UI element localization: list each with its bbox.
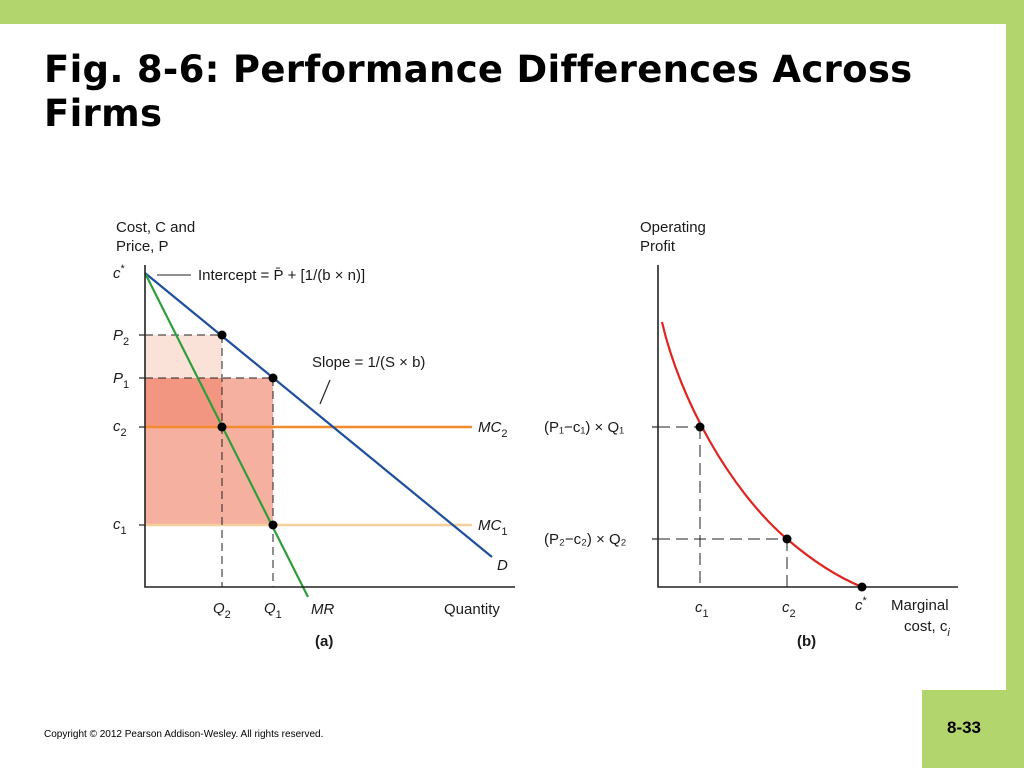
figure: Cost, C and Price, P c* P2 P1 c2 c1 Q2 Q… xyxy=(113,219,958,650)
panel-b-y-axis-label-1: Operating xyxy=(640,219,706,236)
label-mc1: MC1 xyxy=(478,517,507,538)
panel-b-x-axis-label-2: cost, ci xyxy=(904,618,950,639)
point-p1-demand xyxy=(268,373,278,383)
tick-c2: c2 xyxy=(113,418,127,439)
label-mr: MR xyxy=(311,601,334,618)
point-c2-mr xyxy=(217,422,227,432)
panel-a-x-axis-label: Quantity xyxy=(444,601,500,618)
point-profit2 xyxy=(782,534,792,544)
panel-a: Cost, C and Price, P c* P2 P1 c2 c1 Q2 Q… xyxy=(113,219,515,650)
right-frame-bar xyxy=(1006,0,1024,768)
profit-area-p2-light xyxy=(145,335,222,378)
tick-b-c1: c1 xyxy=(695,599,709,620)
intercept-annotation: Intercept = P̄ + [1/(b × n)] xyxy=(198,267,365,284)
panel-a-y-axis-label-2: Price, P xyxy=(116,238,169,255)
point-profit1 xyxy=(695,422,705,432)
tick-b-c-star: c* xyxy=(855,595,868,614)
point-c1-mr xyxy=(268,520,278,530)
label-mc2: MC2 xyxy=(478,419,507,440)
page-number: 8-33 xyxy=(946,718,982,737)
tick-c1: c1 xyxy=(113,516,127,537)
top-frame-bar xyxy=(0,0,1024,24)
tick-profit2: (P₂−c₂) × Q₂ xyxy=(544,531,627,548)
demand-line xyxy=(144,272,493,558)
operating-profit-curve xyxy=(660,321,863,589)
panel-a-y-axis-label-1: Cost, C and xyxy=(116,219,195,236)
tick-q1: Q1 xyxy=(264,600,282,621)
point-c-star xyxy=(857,582,867,592)
mr-line xyxy=(144,272,309,598)
panel-b-y-axis-label-2: Profit xyxy=(640,238,676,255)
panel-b-x-axis-label-1: Marginal xyxy=(891,597,949,614)
tick-c-star: c* xyxy=(113,263,126,282)
panel-b: Operating Profit (P₁−c₁) × Q₁ (P₂−c₂) × … xyxy=(544,219,958,650)
label-demand: D xyxy=(497,557,508,574)
tick-profit1: (P₁−c₁) × Q₁ xyxy=(544,419,624,436)
tick-q2: Q2 xyxy=(213,600,231,621)
page-number-box: 8-33 xyxy=(922,690,1006,768)
panel-a-caption: (a) xyxy=(315,633,333,650)
copyright-notice: Copyright © 2012 Pearson Addison-Wesley.… xyxy=(44,729,324,740)
tick-p2: P2 xyxy=(113,327,129,348)
slope-pointer xyxy=(319,379,331,405)
point-p2-demand xyxy=(217,330,227,340)
slide-title: Fig. 8-6: Performance Differences Across… xyxy=(44,48,913,135)
tick-b-c2: c2 xyxy=(782,599,796,620)
tick-p1: P1 xyxy=(113,370,129,391)
panel-a-axes xyxy=(144,265,515,588)
panel-b-caption: (b) xyxy=(797,633,816,650)
slope-annotation: Slope = 1/(S × b) xyxy=(312,354,425,371)
